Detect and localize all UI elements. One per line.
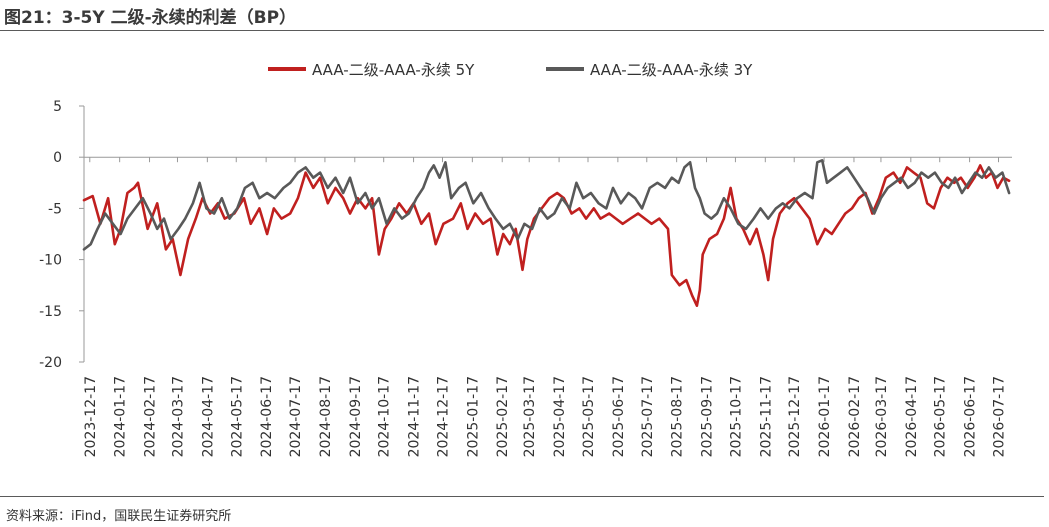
x-tick-label: 2025-01-17	[465, 376, 481, 457]
x-tick-label: 2024-05-17	[229, 376, 245, 457]
series-line-1	[82, 159, 1011, 251]
y-tick-label: -5	[48, 201, 62, 217]
x-tick-label: 2024-08-17	[318, 376, 334, 457]
x-tick-label: 2024-06-17	[259, 376, 275, 457]
chart-title: 图21：3-5Y 二级-永续的利差（BP）	[4, 8, 297, 28]
x-tick-label: 2025-03-17	[522, 376, 538, 457]
y-tick-label: -20	[39, 355, 62, 371]
x-tick-label: 2025-12-17	[787, 376, 803, 457]
x-tick-label: 2024-07-17	[288, 376, 304, 457]
x-tick-label: 2025-08-17	[670, 376, 686, 457]
legend-label-1: AAA-二级-AAA-永续 3Y	[590, 61, 753, 79]
series-layer	[82, 159, 1011, 308]
x-tick-label: 2025-05-17	[581, 376, 597, 457]
y-tick-label: -15	[39, 304, 62, 320]
y-tick-label: -10	[39, 253, 62, 269]
x-tick-label: 2026-06-17	[963, 376, 979, 457]
x-tick-label: 2025-09-17	[700, 376, 716, 457]
x-tick-label: 2024-09-17	[348, 376, 364, 457]
x-tick-label: 2024-04-17	[200, 376, 216, 457]
x-tick-label: 2024-02-17	[143, 376, 159, 457]
x-tick-label: 2024-10-17	[377, 376, 393, 457]
x-tick-label: 2026-03-17	[874, 376, 890, 457]
x-tick-label: 2025-04-17	[552, 376, 568, 457]
x-tick-label: 2024-03-17	[170, 376, 186, 457]
top-rule	[0, 30, 1044, 31]
x-tick-label: 2025-11-17	[758, 376, 774, 457]
legend: AAA-二级-AAA-永续 5Y AAA-二级-AAA-永续 3Y	[268, 61, 753, 79]
x-tick-label: 2026-05-17	[933, 376, 949, 457]
x-tick-label: 2024-01-17	[113, 376, 129, 457]
x-tick-label: 2025-10-17	[728, 376, 744, 457]
x-tick-label: 2023-12-17	[83, 376, 99, 457]
x-tick-label: 2026-07-17	[992, 376, 1008, 457]
bottom-rule	[0, 496, 1044, 497]
x-tick-label: 2025-02-17	[495, 376, 511, 457]
x-tick-label: 2025-06-17	[611, 376, 627, 457]
x-tick-label: 2026-01-17	[817, 376, 833, 457]
y-axis: 5 0 -5 -10 -15 -20	[39, 99, 85, 371]
x-tick-label: 2024-11-17	[407, 376, 423, 457]
x-tick-label: 2025-07-17	[640, 376, 656, 457]
legend-label-0: AAA-二级-AAA-永续 5Y	[312, 61, 475, 79]
x-tick-label: 2024-12-17	[435, 376, 451, 457]
source-note: 资料来源：iFind，国联民生证券研究所	[6, 509, 232, 524]
x-tick-label: 2026-04-17	[904, 376, 920, 457]
series-line-0	[82, 164, 1011, 308]
y-tick-label: 5	[53, 99, 62, 115]
y-tick-label: 0	[53, 150, 62, 166]
x-axis: 2023-12-17 2024-01-17 2024-02-17 2024-03-17…	[83, 156, 1012, 457]
x-tick-label: 2026-02-17	[847, 376, 863, 457]
